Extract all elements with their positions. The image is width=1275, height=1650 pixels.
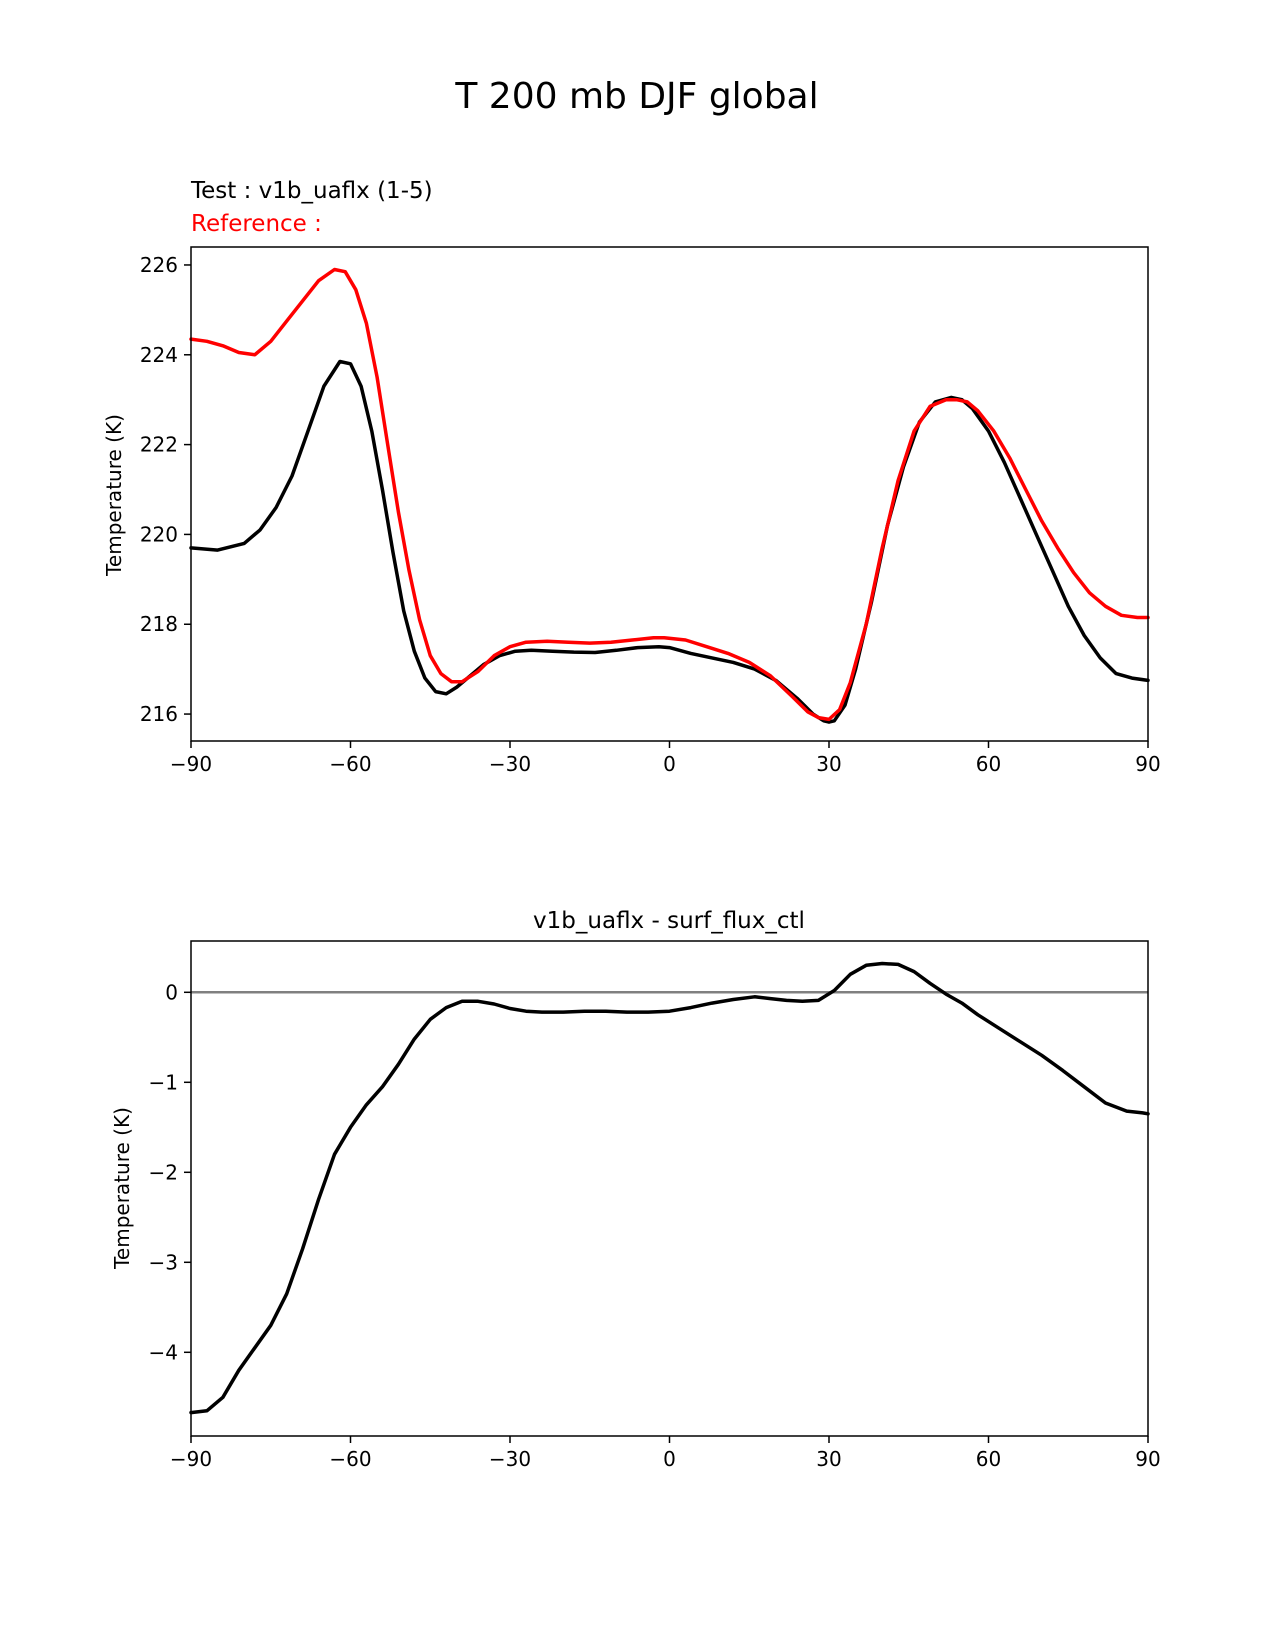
top-plot-x-tick-label: 90: [1135, 752, 1160, 776]
bottom-plot-axes-frame: [190, 940, 1149, 1437]
bottom-plot-y-tick-label: −3: [149, 1250, 178, 1274]
bottom-plot-marks: −90 −60 −30 0 30 60 90 −4 −3 −2 −1 0: [149, 961, 1161, 1471]
figure-title: T 200 mb DJF global: [454, 76, 818, 117]
bottom-plot-y-tick-label: −1: [149, 1070, 178, 1094]
top-plot-y-axis-label: Temperature (K): [102, 414, 126, 577]
top-plot-y-tick-label: 226: [140, 253, 178, 277]
bottom-plot-x-tick-label: −30: [489, 1447, 531, 1471]
top-plot-x-tick-label: −30: [489, 752, 531, 776]
bottom-plot-x-tick-label: −90: [170, 1447, 212, 1471]
top-plot-y-tick-label: 218: [140, 612, 178, 636]
bottom-plot-y-tick-label: −4: [149, 1340, 178, 1364]
top-plot: Test : v1b_uaflx (1-5) Reference : Tempe…: [102, 178, 1161, 776]
top-plot-axes-frame: [190, 246, 1149, 742]
top-plot-y-tick-label: 222: [140, 433, 178, 457]
bottom-plot-x-tick-label: 30: [816, 1447, 841, 1471]
top-plot-y-tick-label: 216: [140, 702, 178, 726]
bottom-plot-x-tick-label: 90: [1135, 1447, 1160, 1471]
top-plot-x-tick-label: 0: [663, 752, 676, 776]
top-plot-x-tick-label: −90: [170, 752, 212, 776]
top-plot-x-tick-label: 30: [816, 752, 841, 776]
bottom-plot-x-tick-label: −60: [329, 1447, 371, 1471]
top-plot-marks: −90 −60 −30 0 30 60 90 216 218 220 222 224 226: [140, 253, 1161, 776]
top-plot-y-tick-label: 220: [140, 522, 178, 546]
top-plot-series-test-line: [189, 359, 1150, 724]
bottom-plot-y-tick-label: 0: [165, 980, 178, 1004]
bottom-plot-x-tick-label: 0: [663, 1447, 676, 1471]
bottom-plot-title: v1b_uaflx - surf_flux_ctl: [533, 908, 805, 934]
legend-reference-label: Reference :: [191, 211, 322, 237]
top-plot-series-reference-line: [189, 267, 1150, 722]
top-plot-x-tick-label: 60: [976, 752, 1001, 776]
top-plot-y-tick-label: 224: [140, 343, 178, 367]
bottom-plot-y-tick-label: −2: [149, 1160, 178, 1184]
bottom-plot: v1b_uaflx - surf_flux_ctl Temperature (K…: [110, 908, 1161, 1471]
bottom-plot-y-axis-label: Temperature (K): [110, 1107, 134, 1270]
bottom-plot-x-tick-label: 60: [976, 1447, 1001, 1471]
legend-test-label: Test : v1b_uaflx (1-5): [190, 178, 433, 204]
top-plot-x-tick-label: −60: [329, 752, 371, 776]
bottom-plot-series-difference-line: [189, 961, 1150, 1415]
